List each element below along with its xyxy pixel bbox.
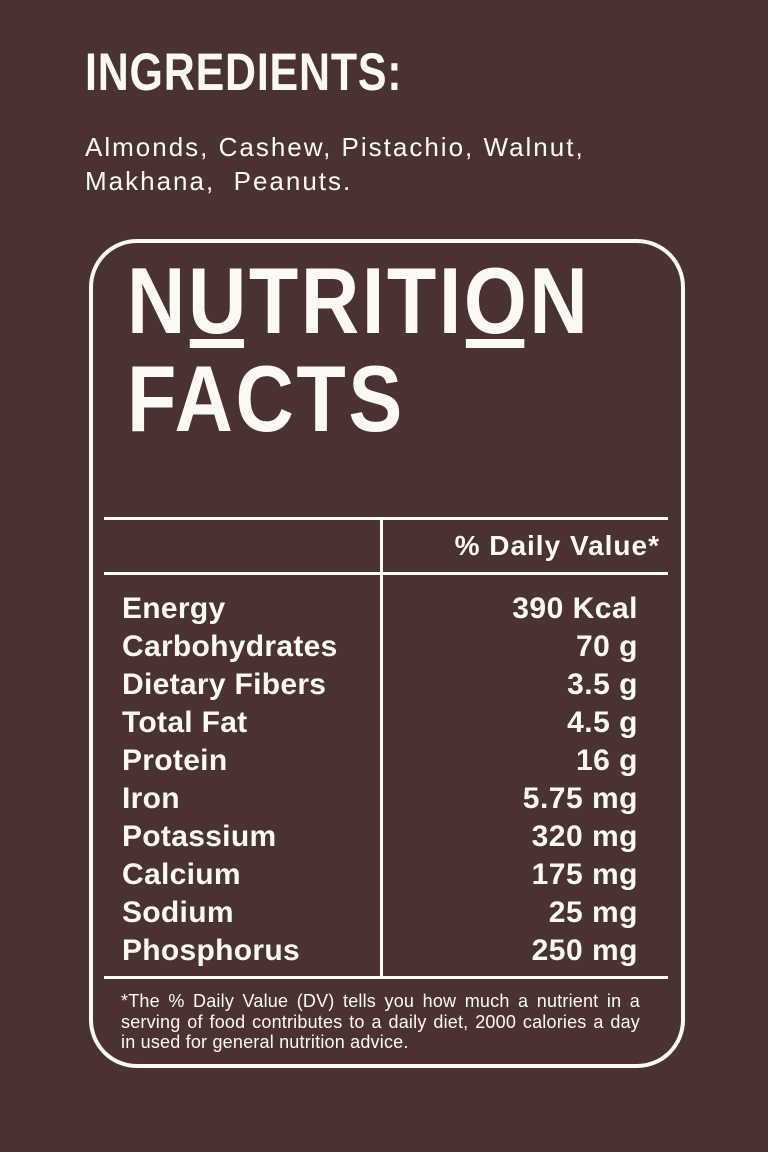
nutrient-name: Total Fat (122, 706, 248, 739)
table-row: Sodium 25 mg (104, 894, 668, 932)
column-divider-rule (380, 520, 383, 976)
nutrient-value: 25 mg (548, 896, 638, 929)
header-daily-value-cell: % Daily Value* (454, 530, 660, 561)
nutrient-name: Calcium (122, 858, 241, 891)
nutrient-name: Phosphorus (122, 934, 301, 967)
nutrition-table: % Daily Value* Energy 390 Kcal Carbohydr… (104, 517, 668, 979)
footnote-line-2: serving of food contributes to a daily d… (121, 1011, 640, 1032)
table-row: Total Fat 4.5 g (104, 704, 668, 742)
nutrient-value: 250 mg (531, 934, 638, 967)
nutrient-value: 320 mg (531, 820, 638, 853)
ingredients-list: Almonds, Cashew, Pistachio, Walnut, Makh… (85, 130, 585, 198)
nutrient-value: 3.5 g (567, 668, 638, 701)
table-row: Protein 16 g (104, 742, 668, 780)
nutrition-facts-title-line-1: Nutrition (127, 248, 591, 353)
nutrient-value: 16 g (575, 744, 638, 777)
nutrient-value: 5.75 mg (522, 782, 638, 815)
nutrient-name: Iron (122, 782, 180, 815)
nutrition-facts-title: Nutrition Facts (127, 252, 590, 448)
table-header-row: % Daily Value* (104, 520, 668, 575)
nutrient-name: Potassium (122, 820, 277, 853)
nutrition-label-box (89, 239, 685, 1068)
table-row: Carbohydrates 70 g (104, 628, 668, 666)
nutrient-value: 4.5 g (567, 706, 638, 739)
nutrient-value: 175 mg (531, 858, 638, 891)
table-row: Calcium 175 mg (104, 856, 668, 894)
nutrient-name: Carbohydrates (122, 630, 338, 663)
nutrition-facts-title-line-2: Facts (127, 346, 405, 451)
nutrient-value: 70 g (575, 630, 638, 663)
nutrient-name: Sodium (122, 896, 234, 929)
table-row: Energy 390 Kcal (104, 590, 668, 628)
nutrient-name: Dietary Fibers (122, 668, 327, 701)
nutrient-value: 390 Kcal (512, 592, 638, 625)
footnote-line-3: in used for general nutrition advice. (121, 1032, 409, 1052)
table-row: Dietary Fibers 3.5 g (104, 666, 668, 704)
ingredients-line-2: Makhana, Peanuts. (85, 166, 353, 196)
table-rows: Energy 390 Kcal Carbohydrates 70 g Dieta… (104, 575, 668, 976)
nutrient-name: Protein (122, 744, 228, 777)
ingredients-heading: Ingredients: (85, 43, 403, 102)
nutrient-name: Energy (122, 592, 226, 625)
daily-value-footnote: *The % Daily Value (DV) tells you how mu… (121, 991, 640, 1053)
table-row: Iron 5.75 mg (104, 780, 668, 818)
table-row: Potassium 320 mg (104, 818, 668, 856)
table-row: Phosphorus 250 mg (104, 932, 668, 970)
footnote-line-1: *The % Daily Value (DV) tells you how mu… (121, 991, 640, 1011)
ingredients-line-1: Almonds, Cashew, Pistachio, Walnut, (85, 132, 585, 162)
